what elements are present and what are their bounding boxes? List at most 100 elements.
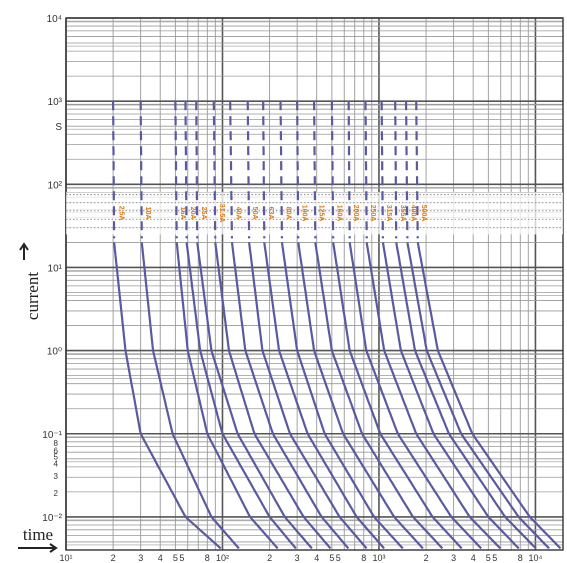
curve-dashed-14 bbox=[364, 101, 368, 239]
curve-solid-9 bbox=[280, 242, 404, 550]
curve-dashed-8 bbox=[262, 101, 266, 239]
rating-label: 50A bbox=[251, 207, 258, 220]
rating-label: 160A bbox=[336, 205, 343, 222]
curve-solid-3 bbox=[185, 242, 297, 550]
x-tick-label: 10³ bbox=[372, 553, 385, 563]
y-tick-label: 3 bbox=[54, 472, 59, 481]
x-tick-label: 8 bbox=[361, 553, 366, 563]
x-tick-label: 8 bbox=[518, 553, 523, 563]
curve-solid-0 bbox=[113, 242, 222, 550]
curve-solid-12 bbox=[332, 242, 463, 550]
rating-label: 500A bbox=[420, 205, 427, 222]
curve-solid-14 bbox=[365, 242, 502, 550]
x-tick-label: 2 bbox=[267, 553, 272, 563]
curve-solid-1 bbox=[140, 242, 240, 550]
y-tick-label: 2 bbox=[54, 489, 59, 498]
x-tick-label: 5 bbox=[486, 553, 491, 563]
curve-dashed-15 bbox=[380, 101, 384, 239]
curve-solid-7 bbox=[248, 242, 368, 550]
rating-label: 250A bbox=[369, 205, 376, 222]
x-tick-label: 8 bbox=[205, 553, 210, 563]
curve-solid-15 bbox=[381, 242, 520, 550]
y-tick-label: 10¹ bbox=[48, 264, 63, 275]
rating-label: 25A bbox=[200, 207, 207, 220]
rating-label: 40A bbox=[235, 207, 242, 220]
curve-solid-6 bbox=[230, 242, 350, 550]
rating-label: 2.5A bbox=[117, 206, 124, 221]
curve-dashed-2 bbox=[174, 101, 178, 239]
curve-dashed-10 bbox=[296, 101, 300, 239]
y-tick-label: 10⁰ bbox=[47, 347, 62, 358]
curve-solid-18 bbox=[416, 242, 562, 550]
x-tick-label: 2 bbox=[111, 553, 116, 563]
x-tick-label: 4 bbox=[471, 553, 476, 563]
curve-solid-5 bbox=[214, 242, 332, 550]
curve-dashed-16 bbox=[394, 101, 398, 239]
rating-label: 10A bbox=[144, 207, 151, 220]
plot-frame bbox=[65, 17, 564, 551]
curve-solid-2 bbox=[175, 242, 279, 550]
curve-solid-13 bbox=[348, 242, 482, 550]
curves bbox=[111, 101, 562, 550]
rating-label: 80A bbox=[284, 207, 291, 220]
y-tick-label: 10³ bbox=[48, 97, 63, 108]
x-tick-label: 5 bbox=[336, 553, 341, 563]
curve-dashed-7 bbox=[246, 101, 251, 239]
curve-dashed-1 bbox=[139, 101, 143, 239]
curve-dashed-18 bbox=[415, 101, 419, 239]
rating-label: 20A bbox=[189, 207, 196, 220]
rating-label: 400A bbox=[410, 205, 417, 222]
x-axis-word: time bbox=[23, 525, 53, 544]
curve-dashed-4 bbox=[195, 101, 199, 239]
rating-label: 200A bbox=[352, 205, 359, 222]
y-axis-arrow bbox=[19, 242, 29, 260]
rating-label: 16A bbox=[179, 207, 186, 220]
x-tick-labels: 10¹ 2 3 4 5 5 8 10² 2 3 4 5 5 8 10³ 2 3 4 5 5 8 10⁴ bbox=[59, 553, 542, 563]
curve-solid-10 bbox=[297, 242, 424, 550]
curve-solid-8 bbox=[263, 242, 385, 550]
curve-solid-16 bbox=[395, 242, 537, 550]
x-tick-label: 5 bbox=[173, 553, 178, 563]
curve-solid-17 bbox=[406, 242, 550, 550]
x-tick-label: 5 bbox=[329, 553, 334, 563]
x-tick-label: 3 bbox=[138, 553, 143, 563]
y-tick-label: 4 bbox=[54, 460, 59, 469]
curve-dashed-5 bbox=[212, 101, 217, 239]
y-tick-label: 6 bbox=[54, 446, 59, 455]
x-tick-label: 3 bbox=[295, 553, 300, 563]
y-tick-label: 10⁴ bbox=[47, 14, 62, 25]
y-axis-title: current bbox=[19, 242, 42, 320]
curve-solid-11 bbox=[314, 242, 444, 550]
x-tick-label: 3 bbox=[451, 553, 456, 563]
curve-dashed-6 bbox=[229, 101, 233, 239]
rating-label: 100A bbox=[300, 205, 307, 222]
y-tick-label: 10² bbox=[48, 180, 63, 191]
curve-solid-4 bbox=[196, 242, 313, 550]
x-tick-label: 4 bbox=[314, 553, 319, 563]
curve-dashed-12 bbox=[330, 101, 335, 239]
y-tick-label: S bbox=[55, 122, 62, 133]
curve-dashed-0 bbox=[111, 101, 116, 239]
x-tick-label: 5 bbox=[492, 553, 497, 563]
y-tick-label: 10⁻² bbox=[42, 513, 62, 524]
curve-dashed-3 bbox=[184, 101, 188, 239]
rating-label: 125A bbox=[318, 205, 325, 222]
curve-dashed-17 bbox=[405, 101, 409, 239]
rating-label: 31.5A bbox=[218, 204, 225, 223]
x-tick-label: 5 bbox=[179, 553, 184, 563]
rating-label: 315A bbox=[385, 205, 392, 222]
y-tick-label: 10⁻¹ bbox=[42, 430, 62, 441]
curve-dashed-13 bbox=[347, 101, 351, 239]
x-tick-label: 10⁴ bbox=[528, 553, 542, 563]
x-tick-label: 4 bbox=[158, 553, 163, 563]
y-tick-label: 5 bbox=[54, 452, 59, 461]
rating-label: 355A bbox=[399, 205, 406, 222]
x-tick-label: 10¹ bbox=[59, 553, 72, 563]
x-tick-label: 10² bbox=[216, 553, 229, 563]
y-tick-label: 8 bbox=[54, 439, 59, 448]
curve-dashed-9 bbox=[279, 101, 283, 239]
rating-labels: 2.5A 10A 16A 20A 25A 31.5A 40A 50A 63A 80A 100A 125… bbox=[117, 204, 427, 223]
